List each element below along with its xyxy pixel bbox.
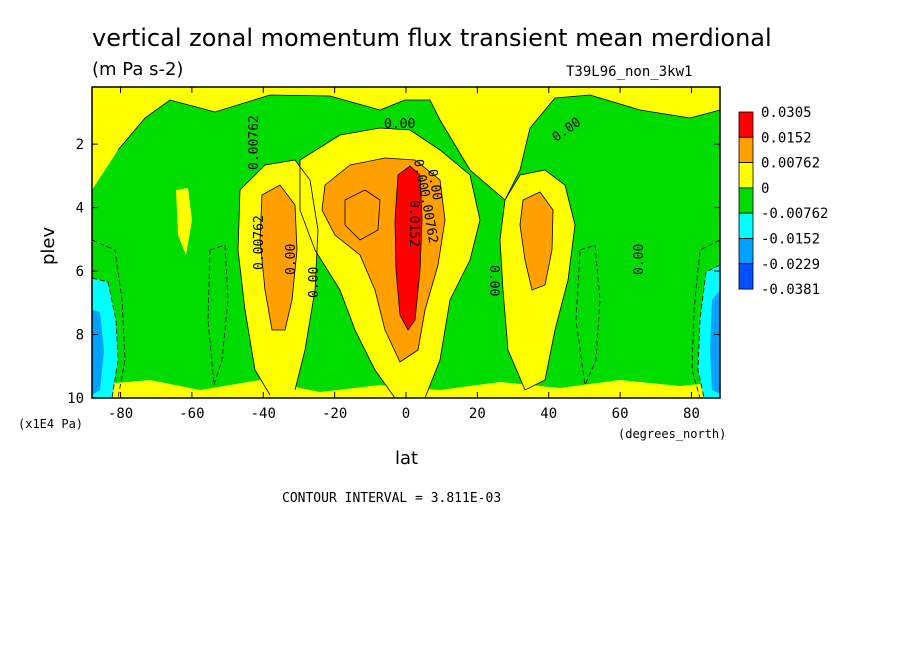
- region-yellow-bottom: [92, 380, 720, 398]
- contour-label: 0.00: [486, 265, 501, 296]
- x-axis: -80 -60 -40 -20 0 20 40 60 80: [108, 87, 700, 422]
- legend-label: -0.0381: [761, 282, 820, 298]
- x-axis-units: (degrees_north): [618, 427, 726, 441]
- x-tick-label: -80: [108, 406, 133, 422]
- legend-swatch: [738, 187, 754, 214]
- region-orange-east: [520, 192, 553, 290]
- chart-units: (m Pa s-2): [92, 59, 183, 80]
- region-yellow-south-small: [176, 188, 192, 255]
- y-axis: 2 4 6 8 10: [67, 137, 720, 407]
- negative-contours: [92, 239, 720, 398]
- y-tick-label: 6: [76, 264, 84, 280]
- x-axis-label: lat: [395, 448, 418, 469]
- y-axis-label: plev: [38, 226, 59, 265]
- contour-label: 0.00: [284, 244, 299, 275]
- legend: 0.0305 0.0152 0.00762 0 -0.00762 -0.0152 -0.02…: [738, 105, 828, 298]
- contour-label: 0.00: [424, 168, 444, 201]
- legend-label: 0.0305: [761, 105, 812, 121]
- x-tick-label: 20: [469, 406, 486, 422]
- region-orange-west: [260, 185, 297, 330]
- legend-swatch: [738, 212, 754, 239]
- chart-title: vertical zonal momentum flux transient m…: [92, 24, 772, 52]
- y-tick-label: 8: [76, 328, 84, 344]
- legend-swatch: [738, 136, 754, 164]
- legend-label: 0.0152: [761, 130, 812, 146]
- x-tick-label: 80: [683, 406, 700, 422]
- legend-swatch: [738, 111, 754, 138]
- contour-label: 0.00: [410, 158, 430, 191]
- contour-label: 0.00762: [252, 215, 267, 270]
- plot-area: 0.00 0.00 0.00762 0.00762 0.00 0.00 0.00…: [67, 86, 721, 422]
- region-yellow-top: [92, 87, 720, 200]
- legend-label: -0.00762: [761, 206, 828, 222]
- region-blue-south: [92, 310, 104, 395]
- contour-label: 0.00: [307, 267, 322, 298]
- x-tick-label: 60: [612, 406, 629, 422]
- y-axis-units: (x1E4 Pa): [18, 417, 83, 431]
- run-label: T39L96_non_3kw1: [566, 64, 692, 80]
- contour-label-group: 0.00 0.00 0.00762 0.00762 0.00 0.00 0.00…: [247, 115, 647, 298]
- y-tick-label: 10: [67, 391, 84, 407]
- contour-label: 0.00762: [247, 115, 262, 170]
- x-tick-label: -20: [322, 406, 347, 422]
- legend-swatch: [738, 263, 754, 290]
- contour-interval: CONTOUR INTERVAL = 3.811E-03: [282, 491, 501, 506]
- legend-label: -0.0152: [761, 232, 820, 248]
- x-tick-label: -60: [179, 406, 204, 422]
- region-blue-north: [710, 290, 720, 394]
- y-tick-label: 4: [76, 201, 84, 217]
- legend-label: 0: [761, 181, 769, 197]
- region-red-center: [395, 166, 422, 330]
- legend-swatch: [738, 162, 754, 189]
- x-tick-label: -40: [251, 406, 276, 422]
- x-tick-label: 0: [402, 406, 410, 422]
- y-tick-label: 2: [76, 137, 84, 153]
- legend-label: -0.0229: [761, 257, 820, 273]
- contour-label: 0.00: [384, 117, 415, 132]
- contour-label: 0.0152: [406, 200, 421, 247]
- contour-label: 0.00: [632, 244, 647, 275]
- legend-label: 0.00762: [761, 156, 820, 172]
- contour-lines: [117, 94, 720, 398]
- legend-swatch: [738, 238, 754, 265]
- x-tick-label: 40: [540, 406, 557, 422]
